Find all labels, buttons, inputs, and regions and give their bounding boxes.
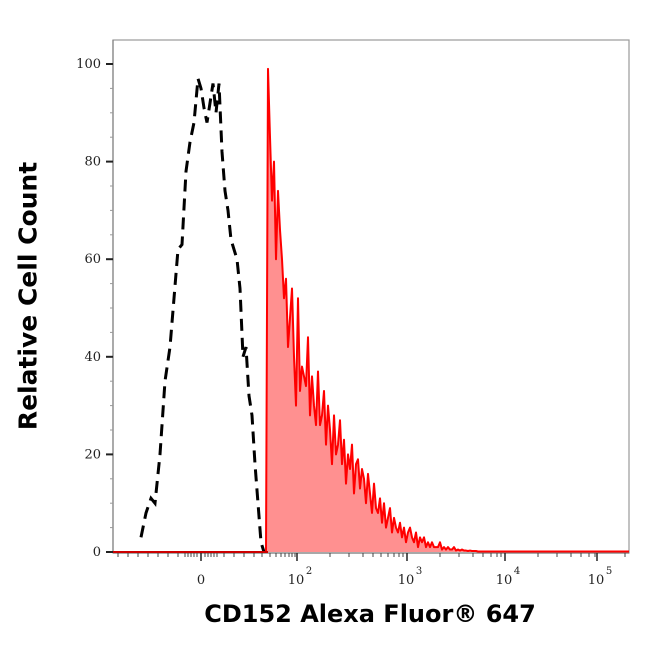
control-histogram-line: [139, 78, 266, 553]
x-axis-title: CD152 Alexa Fluor® 647: [204, 600, 536, 628]
svg-text:3: 3: [416, 566, 422, 577]
plot-frame: [112, 39, 630, 554]
y-axis-title: Relative Cell Count: [13, 161, 43, 431]
x-tick-label: 102: [288, 566, 312, 588]
x-tick-label: 105: [588, 566, 612, 588]
stained-histogram-line: [265, 67, 630, 553]
y-tick-label: 20: [84, 447, 101, 462]
svg-text:5: 5: [606, 566, 612, 577]
svg-text:10: 10: [398, 573, 415, 588]
svg-text:2: 2: [306, 566, 312, 577]
x-tick-label: 103: [398, 566, 422, 588]
series-layer: [113, 67, 630, 553]
y-tick-label: 60: [84, 252, 101, 267]
y-tick-label: 100: [76, 57, 101, 72]
y-tick-label: 80: [84, 155, 101, 170]
x-tick-label: 104: [496, 566, 520, 588]
svg-text:10: 10: [588, 573, 605, 588]
svg-text:10: 10: [288, 573, 305, 588]
svg-text:0: 0: [197, 573, 205, 588]
x-tick-label: 0: [197, 573, 205, 588]
svg-text:4: 4: [514, 566, 520, 577]
y-tick-label: 40: [84, 350, 101, 365]
stained-histogram-fill: [266, 68, 629, 552]
y-tick-label: 0: [93, 545, 101, 560]
svg-text:10: 10: [496, 573, 513, 588]
y-axis: 0 20 40 60 80 100: [76, 40, 114, 560]
